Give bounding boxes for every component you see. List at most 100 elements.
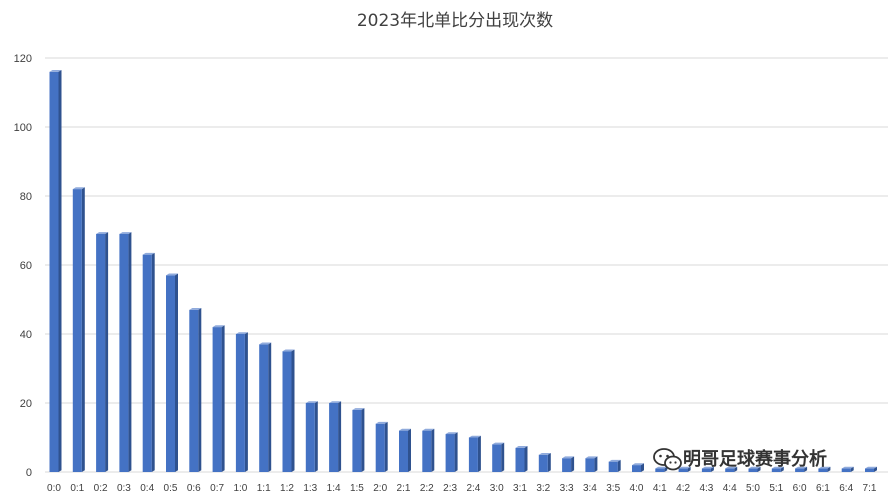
bar-7:1: [865, 466, 877, 472]
bar-front: [329, 403, 339, 472]
x-category-label: 3:1: [513, 483, 527, 494]
x-category-label: 0:5: [164, 483, 178, 494]
bar-top: [818, 466, 831, 469]
bar-side: [314, 401, 318, 472]
bar-side: [710, 466, 714, 472]
bar-front: [96, 233, 106, 472]
bar-front: [72, 189, 82, 472]
x-category-label: 0:4: [140, 483, 154, 494]
bar-top: [515, 446, 528, 448]
bar-side: [128, 232, 132, 472]
bar-front: [725, 468, 735, 472]
bar-side: [524, 446, 528, 472]
bar-front: [166, 275, 175, 472]
bar-4:1: [655, 466, 668, 472]
bar-front: [352, 409, 362, 472]
x-axis-categories: 0:0 0:1 0:2 0:3 0:4 0:5 0:6 0:7 1:0 1:1 1:2 1:3 1:4 1…: [47, 483, 877, 494]
bar-top: [305, 401, 318, 403]
bar-1:2: [282, 349, 295, 472]
bar-front: [608, 461, 618, 472]
bar-side: [244, 332, 248, 472]
bar-front: [119, 233, 129, 472]
bar-top: [49, 70, 62, 72]
bar-front: [468, 437, 478, 472]
bar-3:0: [492, 442, 505, 472]
bar-top: [166, 273, 178, 276]
x-category-label: 2:1: [397, 483, 411, 494]
bar-side: [454, 432, 458, 472]
bar-front: [818, 468, 828, 472]
bar-front: [492, 444, 502, 472]
bar-top: [189, 308, 202, 310]
bar-top: [608, 459, 621, 462]
bar-side: [827, 466, 831, 472]
bar-side: [408, 428, 411, 472]
bar-top: [375, 421, 388, 424]
bars: [49, 70, 877, 473]
bar-front: [585, 458, 595, 472]
x-category-label: 6:1: [816, 483, 830, 494]
x-category-label: 0:6: [187, 483, 201, 494]
bar-front: [562, 458, 572, 472]
bar-top: [259, 342, 272, 345]
bar-side: [850, 466, 854, 472]
bar-front: [259, 344, 269, 472]
bar-2:3: [445, 432, 458, 472]
bar-top: [352, 408, 365, 410]
bar-side: [594, 456, 598, 472]
bar-side: [734, 466, 738, 472]
bar-top: [468, 435, 481, 438]
bar-6:4: [841, 466, 854, 472]
bar-side: [291, 349, 295, 472]
bar-top: [701, 466, 714, 469]
bar-top: [329, 401, 342, 403]
bar-3:3: [562, 456, 575, 472]
bar-front: [235, 334, 245, 472]
x-category-label: 4:2: [676, 483, 690, 494]
bar-top: [119, 232, 132, 234]
bar-front: [841, 468, 851, 472]
y-axis-ticks: 0 20 40 60 80 100 120: [14, 53, 32, 479]
x-category-label: 6:0: [793, 483, 807, 494]
watermark-text: 明哥足球赛事分析: [683, 448, 827, 470]
x-category-label: 1:5: [350, 483, 364, 494]
bar-front: [655, 468, 665, 472]
bar-top: [445, 432, 458, 435]
bar-1:1: [259, 342, 272, 472]
bar-side: [431, 428, 435, 472]
bar-top: [771, 466, 784, 469]
bar-side: [641, 463, 644, 472]
y-tick-label: 80: [20, 191, 32, 203]
bar-front: [49, 71, 59, 473]
bar-2:2: [422, 428, 435, 472]
watermark: 明哥足球赛事分析: [653, 448, 827, 471]
x-category-label: 7:1: [863, 483, 877, 494]
bar-side: [477, 435, 481, 472]
bar-front: [282, 351, 292, 472]
bar-front: [212, 327, 222, 472]
bar-side: [268, 342, 272, 472]
y-tick-label: 40: [20, 329, 32, 341]
bar-top: [678, 466, 691, 469]
x-category-label: 5:0: [746, 483, 760, 494]
x-category-label: 0:7: [210, 483, 224, 494]
bar-top: [748, 466, 761, 469]
bar-2:1: [399, 428, 411, 472]
bar-top: [212, 325, 225, 328]
bar-0:4: [142, 252, 155, 472]
chart-title: 2023年北单比分出现次数: [357, 11, 553, 31]
bar-0:3: [119, 232, 132, 472]
bar-1:0: [235, 332, 248, 472]
y-tick-label: 60: [20, 260, 32, 272]
bar-side: [58, 70, 62, 472]
bar-0:6: [189, 308, 202, 472]
bar-front: [538, 454, 548, 472]
bar-6:1: [818, 466, 831, 472]
x-category-label: 3:4: [583, 483, 597, 494]
bar-top: [841, 466, 854, 469]
bar-front: [795, 468, 805, 472]
bar-front: [865, 468, 874, 472]
bar-front: [515, 447, 525, 472]
bar-side: [687, 466, 691, 472]
